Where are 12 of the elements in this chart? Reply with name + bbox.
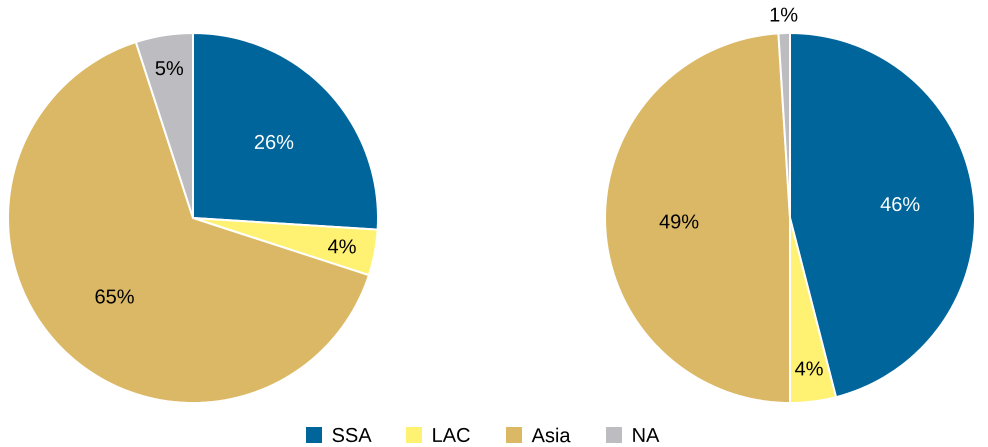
- data-label: 4%: [328, 239, 356, 254]
- data-label: 5%: [156, 61, 183, 76]
- data-label: 4%: [795, 362, 823, 376]
- data-label: 26%: [254, 134, 294, 150]
- legend-label: LAC: [433, 428, 470, 442]
- legend-label: Asia: [532, 428, 571, 442]
- data-label: 46%: [880, 197, 920, 212]
- data-label: 49%: [660, 214, 698, 229]
- data-label: 1%: [770, 8, 798, 22]
- legend-label: SSA: [332, 428, 372, 442]
- data-label: 65%: [96, 289, 134, 304]
- legend-label: NA: [633, 428, 660, 442]
